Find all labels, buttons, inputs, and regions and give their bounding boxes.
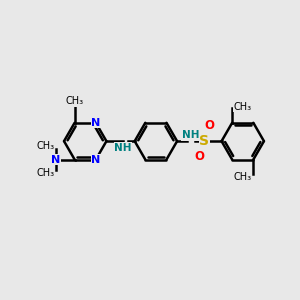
- Text: NH: NH: [182, 130, 200, 140]
- Text: N: N: [51, 154, 61, 164]
- Text: N: N: [91, 154, 101, 164]
- Text: CH₃: CH₃: [37, 168, 55, 178]
- Text: CH₃: CH₃: [233, 172, 251, 182]
- Text: NH: NH: [115, 142, 132, 153]
- Text: CH₃: CH₃: [233, 102, 251, 112]
- Text: O: O: [195, 150, 205, 163]
- Text: O: O: [204, 119, 214, 132]
- Text: CH₃: CH₃: [66, 96, 84, 106]
- Text: N: N: [91, 118, 101, 128]
- Text: CH₃: CH₃: [37, 141, 55, 151]
- Text: S: S: [200, 134, 209, 148]
